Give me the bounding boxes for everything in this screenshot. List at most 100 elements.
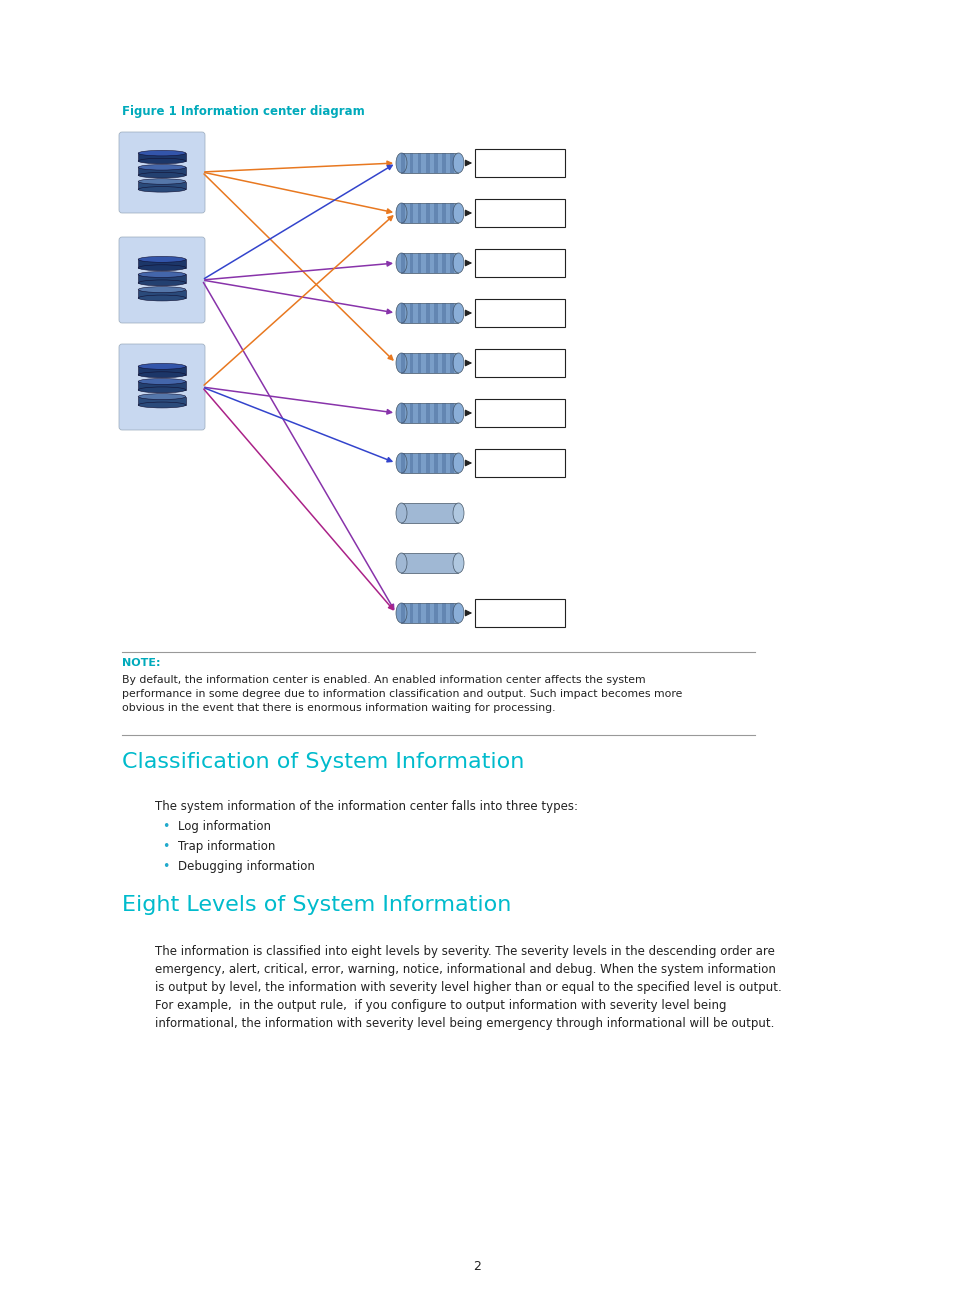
Bar — [442, 353, 445, 373]
Bar — [401, 453, 458, 474]
Text: NOTE:: NOTE: — [122, 659, 160, 668]
Ellipse shape — [395, 503, 407, 523]
Bar — [425, 603, 429, 622]
Ellipse shape — [138, 172, 186, 179]
Bar — [475, 248, 564, 277]
Bar — [138, 396, 186, 405]
Bar — [434, 402, 437, 423]
Ellipse shape — [138, 272, 186, 277]
Ellipse shape — [395, 402, 407, 423]
Bar — [138, 167, 186, 175]
Bar — [417, 353, 421, 373]
Bar — [409, 603, 413, 622]
Bar — [401, 353, 405, 373]
Bar — [401, 153, 458, 173]
Ellipse shape — [138, 186, 186, 192]
Bar — [401, 603, 458, 622]
Bar — [475, 349, 564, 377]
Bar — [401, 303, 405, 324]
Text: The information is classified into eight levels by severity. The severity levels: The information is classified into eight… — [154, 945, 781, 1030]
Bar — [409, 402, 413, 423]
Bar — [138, 259, 186, 268]
Bar — [401, 203, 458, 223]
Bar — [450, 254, 454, 273]
Bar — [425, 402, 429, 423]
Bar — [450, 203, 454, 223]
Text: Debugging information: Debugging information — [178, 861, 314, 873]
Ellipse shape — [453, 603, 463, 622]
Bar — [138, 153, 186, 160]
Ellipse shape — [138, 280, 186, 286]
Ellipse shape — [138, 393, 186, 400]
Bar — [434, 353, 437, 373]
Text: Eight Levels of System Information: Eight Levels of System Information — [122, 895, 511, 915]
Bar — [450, 153, 454, 173]
Text: Log information: Log information — [178, 820, 271, 833]
Bar — [434, 453, 437, 474]
FancyBboxPatch shape — [119, 237, 205, 324]
Bar — [409, 453, 413, 474]
Ellipse shape — [395, 553, 407, 573]
Bar — [401, 453, 405, 474]
Bar — [450, 353, 454, 373]
Ellipse shape — [395, 254, 407, 273]
Bar — [409, 303, 413, 324]
Bar — [138, 290, 186, 298]
Bar — [409, 203, 413, 223]
Bar — [442, 603, 445, 622]
Text: The system information of the information center falls into three types:: The system information of the informatio… — [154, 800, 578, 813]
Ellipse shape — [453, 453, 463, 474]
Ellipse shape — [138, 287, 186, 292]
Bar — [401, 254, 405, 273]
Bar — [401, 153, 405, 173]
Bar — [417, 603, 421, 622]
Ellipse shape — [138, 265, 186, 270]
Ellipse shape — [138, 164, 186, 170]
Text: 2: 2 — [473, 1260, 480, 1273]
Bar — [450, 603, 454, 622]
Ellipse shape — [395, 603, 407, 622]
Ellipse shape — [395, 353, 407, 373]
Bar — [475, 299, 564, 327]
Bar — [409, 254, 413, 273]
Bar — [442, 303, 445, 324]
Ellipse shape — [138, 150, 186, 155]
Bar — [401, 353, 458, 373]
Ellipse shape — [138, 379, 186, 384]
Bar — [401, 503, 458, 523]
Bar — [417, 402, 421, 423]
Bar — [138, 382, 186, 389]
Bar — [425, 453, 429, 474]
Ellipse shape — [395, 203, 407, 223]
Bar — [475, 149, 564, 177]
Bar — [401, 603, 405, 622]
Bar — [442, 203, 445, 223]
Bar — [434, 603, 437, 622]
Ellipse shape — [138, 256, 186, 263]
Bar — [475, 449, 564, 477]
Ellipse shape — [395, 303, 407, 324]
Bar — [442, 153, 445, 173]
Ellipse shape — [138, 364, 186, 369]
Ellipse shape — [138, 402, 186, 408]
Ellipse shape — [138, 179, 186, 184]
Text: •: • — [162, 820, 170, 833]
Ellipse shape — [453, 153, 463, 173]
Bar — [401, 254, 458, 273]
Bar — [417, 254, 421, 273]
Text: •: • — [162, 840, 170, 853]
Bar — [138, 181, 186, 189]
Bar — [401, 553, 458, 573]
Bar — [409, 153, 413, 173]
Bar — [401, 303, 458, 324]
Bar — [450, 402, 454, 423]
Bar — [434, 153, 437, 173]
Ellipse shape — [453, 303, 463, 324]
Bar — [409, 353, 413, 373]
Bar — [434, 303, 437, 324]
Ellipse shape — [453, 402, 463, 423]
Ellipse shape — [395, 453, 407, 474]
Ellipse shape — [138, 387, 186, 393]
Text: Classification of System Information: Classification of System Information — [122, 752, 524, 773]
Bar — [450, 303, 454, 324]
